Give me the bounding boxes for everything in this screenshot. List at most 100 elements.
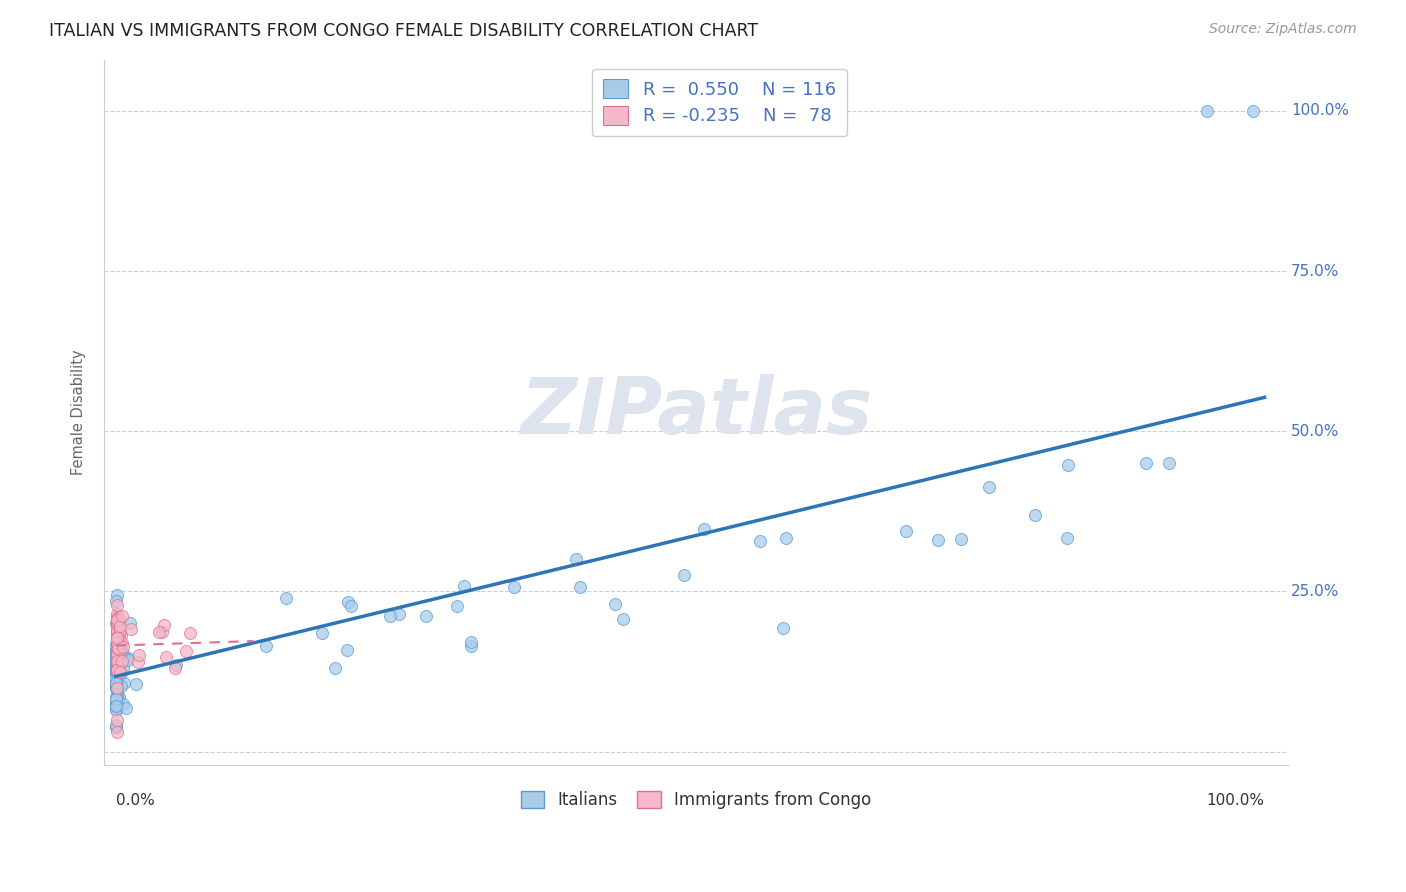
Point bbox=[1057, 458, 1080, 472]
Point bbox=[565, 551, 588, 566]
Point bbox=[772, 621, 794, 635]
Point bbox=[105, 624, 128, 639]
Point bbox=[749, 533, 772, 548]
Point bbox=[107, 631, 129, 645]
Point bbox=[110, 623, 132, 637]
Point bbox=[460, 639, 482, 653]
Point bbox=[105, 644, 128, 658]
Point bbox=[105, 648, 128, 662]
Point bbox=[153, 618, 176, 632]
Point bbox=[105, 637, 128, 651]
Point bbox=[110, 679, 132, 693]
Point bbox=[446, 599, 468, 614]
Point bbox=[340, 599, 363, 614]
Text: 25.0%: 25.0% bbox=[1291, 584, 1340, 599]
Point bbox=[105, 623, 128, 637]
Point bbox=[105, 635, 128, 649]
Point bbox=[112, 676, 135, 690]
Point bbox=[415, 609, 437, 624]
Point bbox=[105, 698, 128, 712]
Point bbox=[110, 655, 132, 669]
Point bbox=[179, 626, 201, 640]
Point bbox=[174, 644, 197, 658]
Point bbox=[105, 615, 128, 630]
Point bbox=[105, 643, 128, 657]
Point bbox=[107, 676, 129, 690]
Point bbox=[110, 637, 132, 651]
Point bbox=[105, 725, 128, 739]
Point bbox=[105, 636, 128, 650]
Point bbox=[104, 720, 127, 734]
Point bbox=[108, 615, 131, 630]
Point bbox=[105, 690, 128, 705]
Point bbox=[105, 643, 128, 657]
Point bbox=[105, 681, 128, 696]
Point bbox=[693, 522, 716, 536]
Point bbox=[105, 616, 128, 631]
Point bbox=[112, 661, 135, 675]
Point bbox=[112, 649, 135, 664]
Point bbox=[105, 660, 128, 674]
Point bbox=[104, 654, 127, 668]
Point bbox=[1197, 103, 1219, 118]
Point bbox=[105, 659, 128, 673]
Point bbox=[108, 637, 131, 651]
Point bbox=[105, 679, 128, 693]
Point bbox=[121, 623, 143, 637]
Point bbox=[105, 632, 128, 646]
Point bbox=[107, 588, 129, 602]
Point bbox=[105, 713, 128, 727]
Point bbox=[107, 631, 129, 645]
Point bbox=[110, 646, 132, 660]
Point bbox=[276, 591, 298, 606]
Point bbox=[460, 634, 482, 648]
Point bbox=[105, 627, 128, 641]
Text: ZIPatlas: ZIPatlas bbox=[520, 374, 872, 450]
Point bbox=[127, 656, 149, 670]
Point bbox=[1135, 456, 1157, 470]
Point bbox=[105, 699, 128, 714]
Point bbox=[108, 690, 131, 705]
Legend: Italians, Immigrants from Congo: Italians, Immigrants from Congo bbox=[515, 785, 877, 816]
Point bbox=[104, 659, 127, 673]
Text: 50.0%: 50.0% bbox=[1291, 424, 1340, 439]
Point bbox=[105, 637, 128, 651]
Point bbox=[104, 662, 127, 676]
Point bbox=[105, 628, 128, 642]
Point bbox=[1056, 531, 1078, 545]
Point bbox=[105, 607, 128, 621]
Point bbox=[108, 641, 131, 656]
Text: 75.0%: 75.0% bbox=[1291, 263, 1340, 278]
Point bbox=[111, 697, 134, 711]
Point bbox=[105, 653, 128, 667]
Point bbox=[105, 615, 128, 629]
Point bbox=[104, 677, 127, 691]
Point bbox=[104, 662, 127, 676]
Point bbox=[105, 612, 128, 626]
Point bbox=[104, 665, 127, 679]
Point bbox=[107, 610, 129, 624]
Point bbox=[1024, 508, 1046, 522]
Point bbox=[117, 653, 139, 667]
Point bbox=[105, 689, 128, 703]
Point bbox=[105, 619, 128, 633]
Point bbox=[105, 633, 128, 648]
Point bbox=[105, 657, 128, 671]
Point bbox=[108, 619, 131, 633]
Point bbox=[105, 681, 128, 695]
Point bbox=[105, 630, 128, 644]
Point bbox=[894, 524, 917, 538]
Point bbox=[569, 580, 592, 594]
Point bbox=[336, 643, 359, 657]
Point bbox=[503, 580, 526, 594]
Point bbox=[107, 667, 129, 681]
Point bbox=[120, 616, 142, 631]
Point bbox=[104, 664, 127, 678]
Point bbox=[105, 650, 128, 665]
Point bbox=[105, 616, 128, 631]
Point bbox=[108, 665, 131, 680]
Point bbox=[105, 634, 128, 648]
Point bbox=[150, 624, 173, 639]
Point bbox=[104, 675, 127, 690]
Point bbox=[378, 609, 401, 624]
